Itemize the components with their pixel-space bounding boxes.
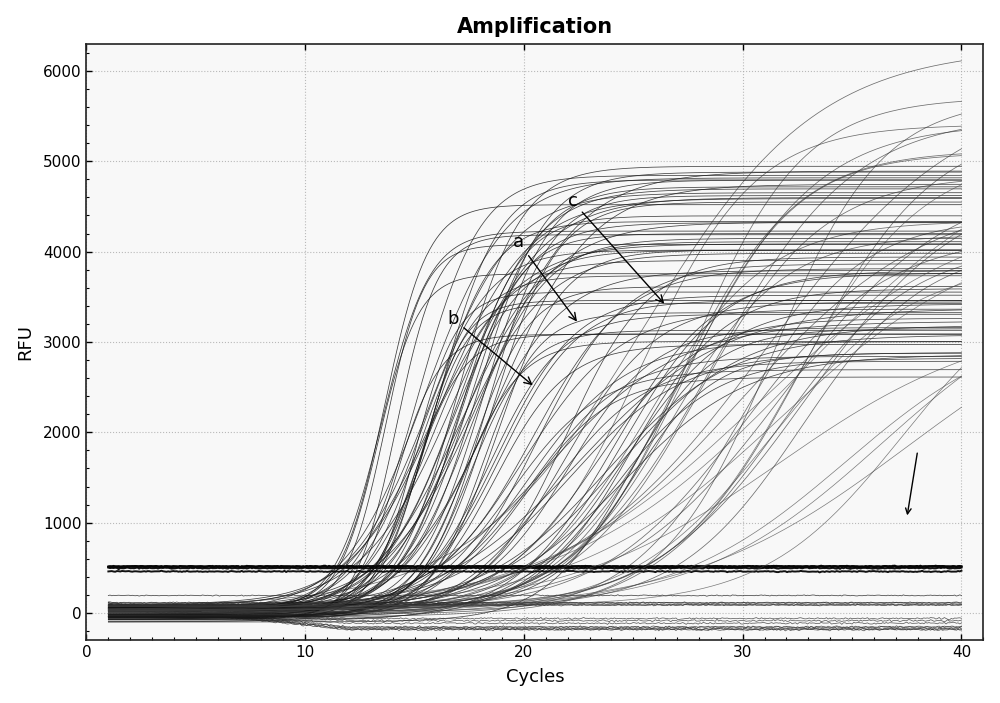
Text: c: c — [568, 193, 663, 302]
Text: b: b — [447, 310, 532, 385]
Text: a: a — [513, 233, 576, 321]
X-axis label: Cycles: Cycles — [506, 669, 564, 686]
Title: Amplification: Amplification — [457, 17, 613, 37]
Y-axis label: RFU: RFU — [17, 324, 35, 360]
